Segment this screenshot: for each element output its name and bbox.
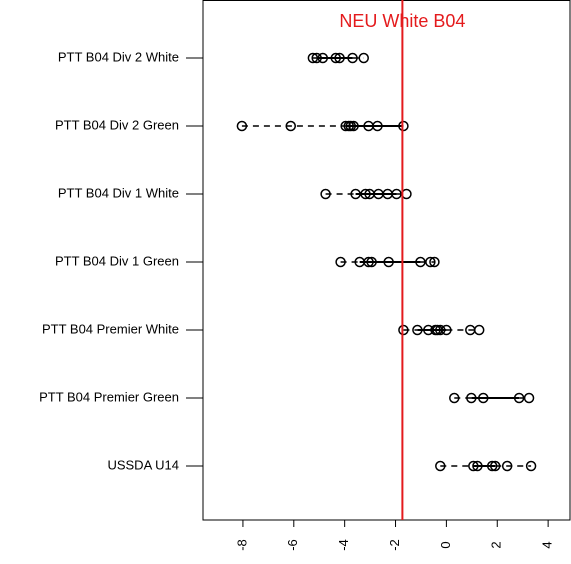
point — [383, 256, 394, 268]
point — [435, 324, 446, 336]
point — [366, 256, 377, 268]
point — [486, 460, 498, 472]
x-tick-label: 2 — [489, 541, 504, 548]
point — [425, 256, 436, 268]
point — [363, 256, 374, 268]
point — [429, 256, 440, 268]
point — [348, 120, 359, 132]
y-tick-label: PTT B04 Premier White — [42, 321, 179, 336]
point — [350, 188, 361, 200]
x-tick-label: 4 — [540, 541, 555, 548]
point — [360, 188, 371, 200]
point — [398, 120, 409, 132]
point — [236, 120, 248, 132]
point — [525, 460, 537, 472]
point — [317, 52, 329, 64]
point — [334, 52, 345, 64]
point — [523, 392, 535, 404]
point — [347, 52, 358, 64]
point — [472, 460, 483, 472]
annotation: NEU White B04 — [339, 11, 465, 31]
point — [489, 460, 501, 472]
point — [311, 52, 322, 64]
point — [466, 392, 477, 404]
point — [335, 256, 346, 268]
point — [435, 460, 446, 472]
point — [398, 324, 409, 336]
point — [391, 188, 402, 200]
point — [330, 52, 342, 64]
point — [320, 188, 331, 200]
point — [415, 256, 426, 268]
x-tick-label: -8 — [234, 539, 249, 551]
point — [501, 460, 513, 472]
y-tick-label: PTT B04 Div 1 White — [58, 185, 179, 200]
x-tick-label: 0 — [438, 541, 453, 548]
y-tick-label: PTT B04 Premier Green — [39, 389, 179, 404]
y-tick-label: PTT B04 Div 1 Green — [55, 253, 179, 268]
plot-frame — [202, 0, 571, 521]
x-tick-label: -6 — [285, 539, 300, 551]
y-tick-label: USSDA U14 — [107, 457, 179, 472]
point — [441, 324, 452, 336]
point — [358, 52, 369, 64]
y-tick-label: PTT B04 Div 2 White — [58, 49, 179, 64]
y-tick-label: PTT B04 Div 2 Green — [55, 117, 179, 132]
point — [307, 52, 319, 64]
point — [412, 324, 423, 336]
x-tick-label: -2 — [387, 539, 402, 551]
point — [473, 324, 485, 336]
point — [285, 120, 296, 132]
point — [468, 460, 479, 472]
x-tick-label: -4 — [336, 539, 351, 551]
point — [372, 120, 383, 132]
point — [478, 392, 489, 404]
point — [513, 392, 525, 404]
point — [449, 392, 460, 404]
point — [345, 120, 357, 132]
point — [340, 120, 351, 132]
